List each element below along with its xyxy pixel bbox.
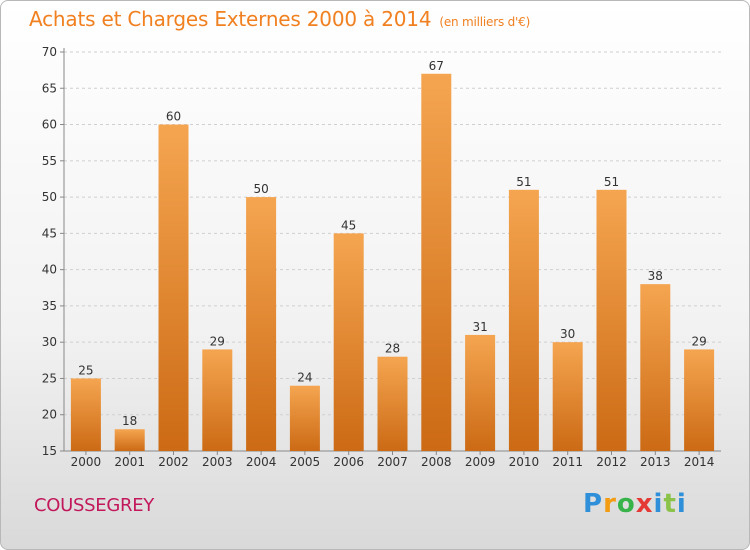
x-tick-label: 2002 — [158, 455, 189, 469]
bar-2010[interactable] — [508, 189, 539, 451]
x-tick-label: 2001 — [114, 455, 145, 469]
bar-2001[interactable] — [114, 429, 145, 451]
bar-value-label: 60 — [166, 110, 181, 124]
label-layer: 25 18 60 29 50 24 45 28 67 31 51 30 51 38 29 — [78, 59, 706, 428]
logo-letter: x — [635, 489, 654, 519]
bar-2009[interactable] — [465, 334, 496, 451]
logo-letter: P — [583, 489, 604, 519]
bar-2000[interactable] — [70, 378, 101, 451]
x-tick-label: 2012 — [596, 455, 627, 469]
x-tick-label: 2003 — [202, 455, 233, 469]
bar-layer — [70, 73, 715, 451]
y-tick-label: 15 — [42, 444, 57, 458]
x-tick-label: 2009 — [465, 455, 496, 469]
bar-value-label: 31 — [472, 320, 487, 334]
logo-letter: t — [663, 489, 677, 519]
bar-value-label: 45 — [341, 218, 356, 232]
bar-2002[interactable] — [158, 124, 189, 451]
bar-2003[interactable] — [202, 349, 233, 451]
bar-value-label: 51 — [604, 175, 619, 189]
logo-letter: r — [603, 489, 617, 519]
x-tick-label: 2008 — [421, 455, 452, 469]
x-tick-label: 2013 — [640, 455, 671, 469]
bar-2013[interactable] — [640, 284, 671, 451]
chart-title-text: Achats et Charges Externes 2000 à 2014 — [29, 7, 432, 31]
y-tick-label: 55 — [42, 154, 57, 168]
bar-2012[interactable] — [596, 189, 627, 451]
bar-2011[interactable] — [552, 342, 583, 451]
bar-value-label: 38 — [648, 269, 663, 283]
x-tick-label: 2007 — [377, 455, 408, 469]
y-tick-label: 50 — [42, 190, 57, 204]
chart-subtitle: (en milliers d'€) — [439, 15, 531, 29]
y-tick-label: 65 — [42, 81, 57, 95]
logo-letter: i — [653, 489, 664, 519]
bar-2005[interactable] — [289, 385, 320, 451]
x-tick-label: 2014 — [684, 455, 715, 469]
bar-2006[interactable] — [333, 233, 364, 451]
bar-value-label: 29 — [691, 334, 706, 348]
y-tick-label: 20 — [42, 408, 57, 422]
axis-layer: 15 20 25 30 35 40 45 50 55 60 65 70 2000 2001 2002 2003… — [42, 45, 721, 469]
y-tick-label: 30 — [42, 335, 57, 349]
bar-value-label: 28 — [385, 342, 400, 356]
bar-2008[interactable] — [421, 73, 452, 451]
bar-2007[interactable] — [377, 356, 408, 451]
x-tick-label: 2005 — [290, 455, 321, 469]
bar-value-label: 50 — [253, 182, 268, 196]
x-tick-label: 2006 — [333, 455, 364, 469]
bar-value-label: 25 — [78, 363, 93, 377]
bar-value-label: 30 — [560, 327, 575, 341]
y-tick-label: 25 — [42, 371, 57, 385]
x-tick-label: 2011 — [552, 455, 583, 469]
x-tick-label: 2000 — [71, 455, 102, 469]
chart-title: Achats et Charges Externes 2000 à 2014 (e… — [29, 7, 530, 31]
logo-letter: i — [676, 489, 687, 519]
bar-2004[interactable] — [246, 197, 277, 451]
x-tick-label: 2004 — [246, 455, 277, 469]
proxiti-logo[interactable]: Proxiti — [583, 489, 687, 519]
bar-value-label: 67 — [429, 59, 444, 73]
y-tick-label: 45 — [42, 226, 57, 240]
y-tick-label: 60 — [42, 118, 57, 132]
y-tick-label: 40 — [42, 263, 57, 277]
bar-value-label: 24 — [297, 371, 312, 385]
bar-value-label: 29 — [210, 334, 225, 348]
bar-value-label: 51 — [516, 175, 531, 189]
logo-letter: o — [616, 489, 636, 519]
y-tick-label: 70 — [42, 45, 57, 59]
commune-name: COUSSEGREY — [34, 495, 154, 516]
y-tick-label: 35 — [42, 299, 57, 313]
bar-value-label: 18 — [122, 414, 137, 428]
bar-2014[interactable] — [684, 349, 715, 451]
x-tick-label: 2010 — [509, 455, 540, 469]
